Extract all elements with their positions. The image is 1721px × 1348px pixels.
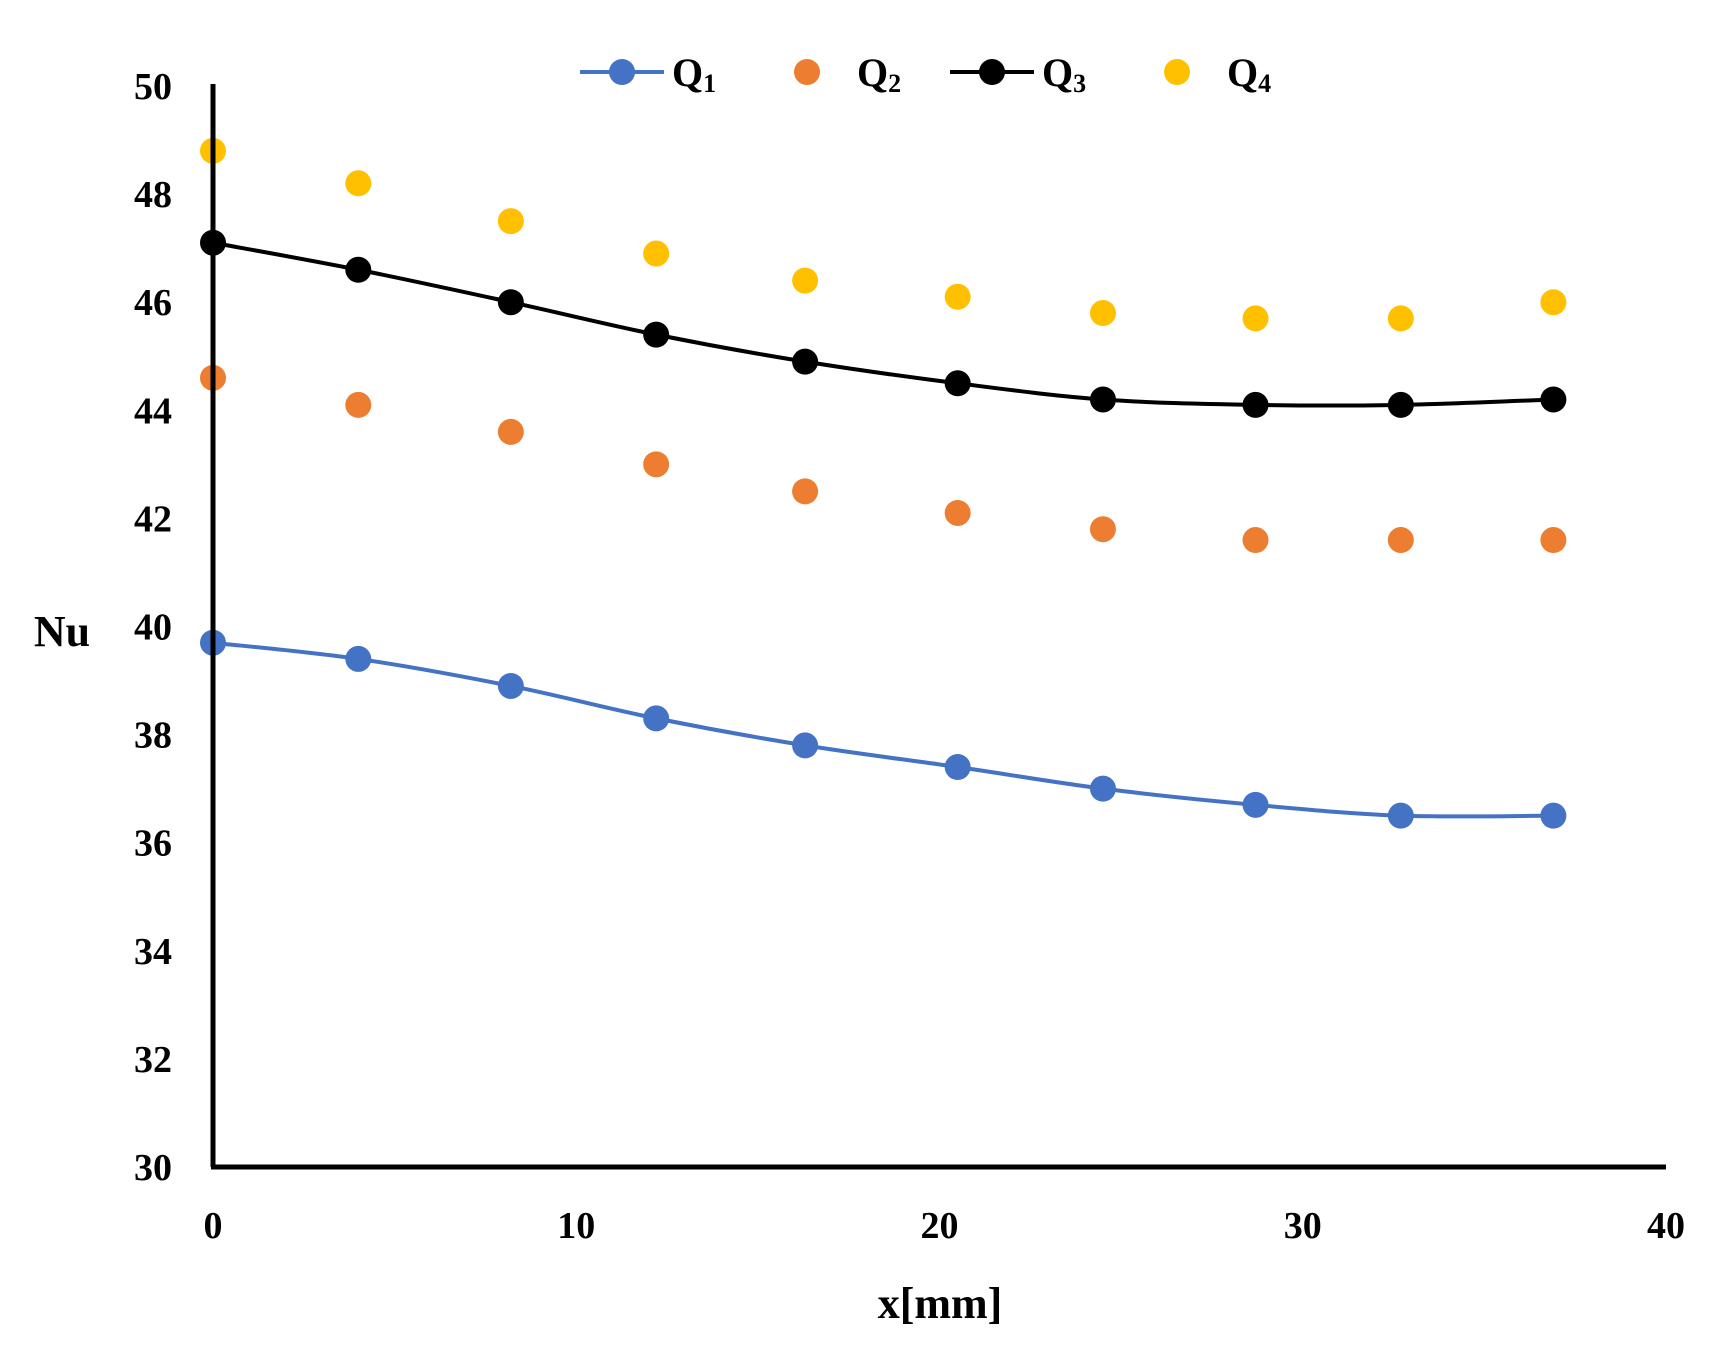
data-point: [497, 672, 524, 699]
y-tick-label: 30: [134, 1147, 172, 1189]
data-point: [497, 289, 524, 316]
y-tick-label: 44: [134, 390, 172, 432]
data-point: [643, 705, 670, 732]
legend-marker: [1164, 59, 1190, 85]
x-tick-label: 40: [1647, 1205, 1685, 1247]
data-point: [792, 267, 819, 294]
data-point: [792, 732, 819, 759]
data-point: [1540, 527, 1567, 554]
series-line: [212, 640, 1554, 819]
data-point: [1089, 300, 1116, 327]
y-tick-label: 36: [134, 823, 172, 865]
x-tick-labels: 0 10 20 30 40: [204, 1205, 1686, 1247]
data-point: [1387, 305, 1414, 332]
data-point: [1089, 516, 1116, 543]
y-tick-labels: 30 32 34 36 38 40 42 44 46 48 50: [134, 66, 172, 1189]
data-point: [944, 499, 971, 526]
legend-entry-Q3: Q3: [950, 50, 1086, 98]
series-Q2: [200, 364, 1567, 554]
series-Q3: [200, 229, 1567, 418]
data-point: [944, 754, 971, 781]
data-point: [1540, 802, 1567, 829]
y-tick-label: 42: [134, 498, 172, 540]
legend-marker: [979, 59, 1005, 85]
data-point: [345, 170, 372, 197]
data-point: [497, 208, 524, 235]
data-point: [1242, 791, 1269, 818]
legend-marker: [609, 59, 635, 85]
data-point: [944, 370, 971, 397]
x-tick-label: 30: [1284, 1205, 1322, 1247]
data-point: [345, 645, 372, 672]
y-tick-label: 46: [134, 282, 172, 324]
data-point: [1540, 386, 1567, 413]
y-tick-label: 40: [134, 607, 172, 649]
y-tick-label: 50: [134, 66, 172, 108]
x-tick-label: 10: [557, 1205, 595, 1247]
data-point: [792, 478, 819, 505]
data-point: [1242, 527, 1269, 554]
y-tick-label: 48: [134, 174, 172, 216]
data-point: [944, 283, 971, 310]
data-point: [1242, 391, 1269, 418]
series-line: [212, 240, 1554, 408]
data-point: [792, 348, 819, 375]
data-point: [643, 240, 670, 267]
legend-entry-Q4: Q4: [1164, 50, 1271, 98]
y-tick-label: 34: [134, 931, 172, 973]
series-Q1: [200, 629, 1567, 829]
data-point: [1089, 775, 1116, 802]
data-point: [643, 451, 670, 478]
legend-label: Q1: [672, 50, 716, 98]
legend-label: Q2: [857, 50, 901, 98]
y-tick-label: 32: [134, 1039, 172, 1081]
data-point: [1242, 305, 1269, 332]
data-point: [1387, 802, 1414, 829]
data-point: [643, 321, 670, 348]
data-point: [345, 256, 372, 283]
x-tick-label: 0: [204, 1205, 223, 1247]
data-point: [1540, 289, 1567, 316]
legend-entry-Q2: Q2: [794, 50, 901, 98]
x-axis-label: x[mm]: [878, 1279, 1003, 1328]
legend-entry-Q1: Q1: [580, 50, 716, 98]
y-axis-label: Nu: [34, 607, 90, 656]
series-Q4: [200, 137, 1567, 332]
x-tick-label: 20: [921, 1205, 959, 1247]
legend-label: Q4: [1227, 50, 1271, 98]
data-point: [497, 418, 524, 445]
data-point: [1387, 391, 1414, 418]
data-point: [1387, 527, 1414, 554]
legend-marker: [794, 59, 820, 85]
plot-area: [200, 137, 1567, 829]
legend-label: Q3: [1042, 50, 1086, 98]
data-point: [1089, 386, 1116, 413]
legend: Q1 Q2 Q3 Q4: [580, 50, 1271, 98]
y-tick-label: 38: [134, 715, 172, 757]
data-point: [345, 391, 372, 418]
